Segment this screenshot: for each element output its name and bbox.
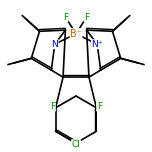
Text: F: F xyxy=(63,13,68,22)
Text: B⁻: B⁻ xyxy=(70,29,82,39)
Text: N: N xyxy=(51,40,58,49)
Text: N⁺: N⁺ xyxy=(92,40,103,49)
Text: F: F xyxy=(97,102,102,111)
Text: F: F xyxy=(84,13,89,22)
Text: F: F xyxy=(50,102,55,111)
Text: Cl: Cl xyxy=(72,140,80,149)
